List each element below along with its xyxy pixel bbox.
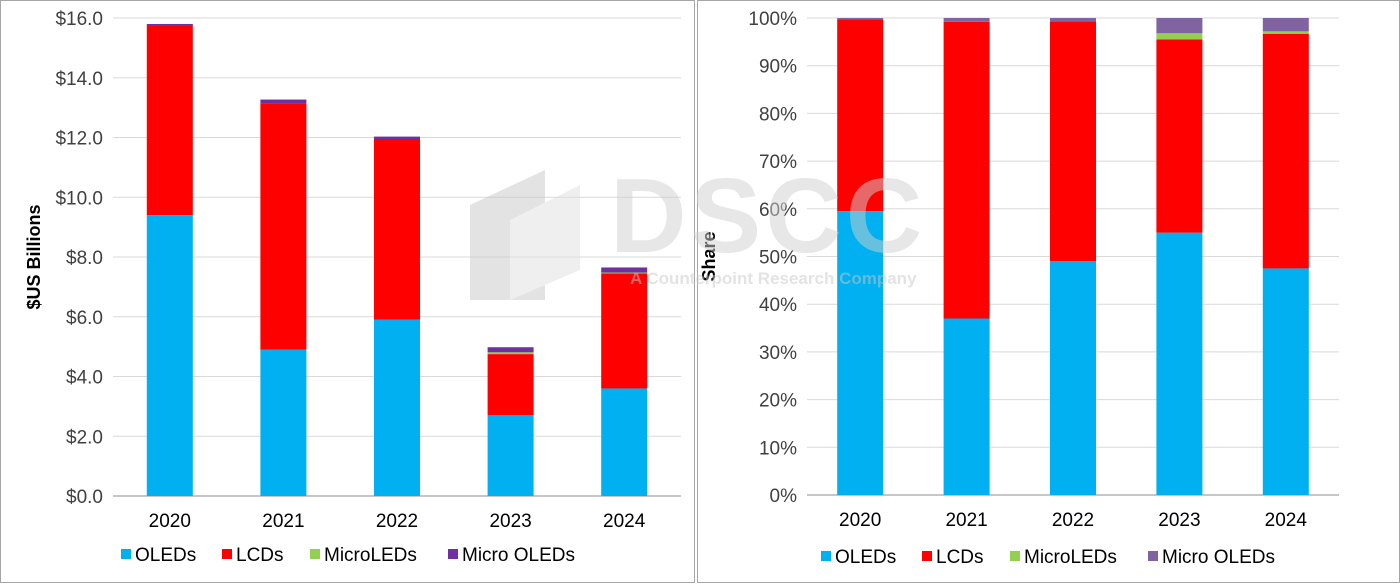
left-chart-panel: $0.0 $2.0 $4.0 $6.0 $8.0 $10.0 $12.0 $14.0 $16.0… bbox=[0, 0, 695, 583]
right-chart-panel: 0% 10% 20% 30% 40% 50% 60% 70% 80% 90% 100% 2020 202… bbox=[697, 0, 1400, 583]
right-chart-frame bbox=[697, 0, 1400, 583]
left-chart-frame bbox=[0, 0, 695, 583]
